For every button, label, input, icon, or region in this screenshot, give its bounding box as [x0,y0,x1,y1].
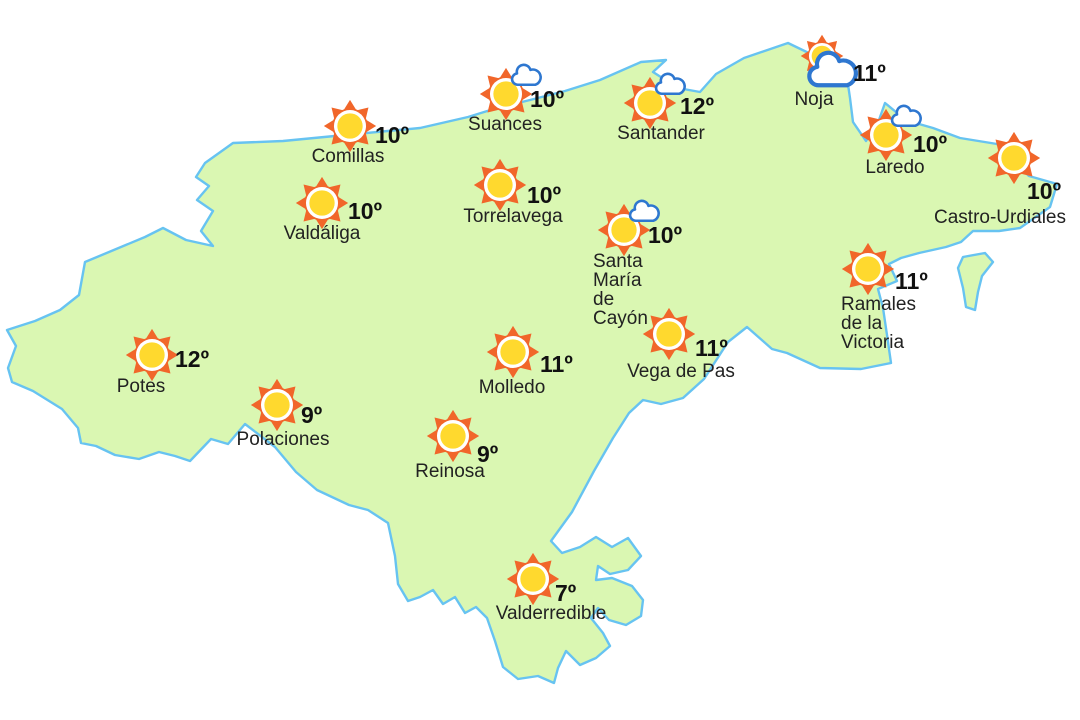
station-temp: 7º [555,580,577,606]
station-label: Reinosa [415,461,485,482]
station-temp: 10º [1027,178,1061,204]
station-label: Laredo [865,157,925,178]
sun-icon [426,409,480,463]
sun-icon [506,552,560,606]
station-temp: 9º [477,441,499,467]
station-label: Molledo [478,377,546,398]
sun-icon [486,325,540,379]
sun-icon [125,328,179,382]
station-label: Comillas [311,146,385,167]
station-temp: 12º [680,93,714,119]
station-label: Santa María de Cayón [593,251,648,329]
station-label: Santander [617,123,705,144]
sun-icon [323,99,377,153]
station-temp: 10º [913,131,947,157]
station-label: Polaciones [236,429,330,450]
villaverde-enclave-path [956,251,995,312]
station-label: Torrelavega [463,206,563,227]
station-temp: 10º [375,122,409,148]
sun-icon [295,176,349,230]
station-temp: 9º [301,402,323,428]
station-label: Vega de Pas [627,361,735,382]
station-label: Noja [794,89,834,110]
station-temp: 10º [348,198,382,224]
station-temp: 11º [895,268,928,294]
sun-icon [841,242,895,296]
sun-icon [987,131,1041,185]
station-temp: 10º [530,86,564,112]
station-temp: 10º [648,222,682,248]
sun-icon [642,307,696,361]
station-label: Valderredible [495,603,607,624]
station-temp: 11º [853,60,886,86]
station-temp: 12º [175,346,209,372]
sun-icon [473,158,527,212]
station-temp: 11º [695,335,728,361]
station-label: Potes [116,376,166,397]
station-temp: 11º [540,351,573,377]
station-label: Ramales de la Victoria [841,294,916,353]
station-label: Castro-Urdiales [934,207,1066,228]
station-label: Suances [468,114,542,135]
station-label: Valdáliga [283,223,361,244]
sun-icon [250,378,304,432]
station-temp: 10º [527,182,561,208]
